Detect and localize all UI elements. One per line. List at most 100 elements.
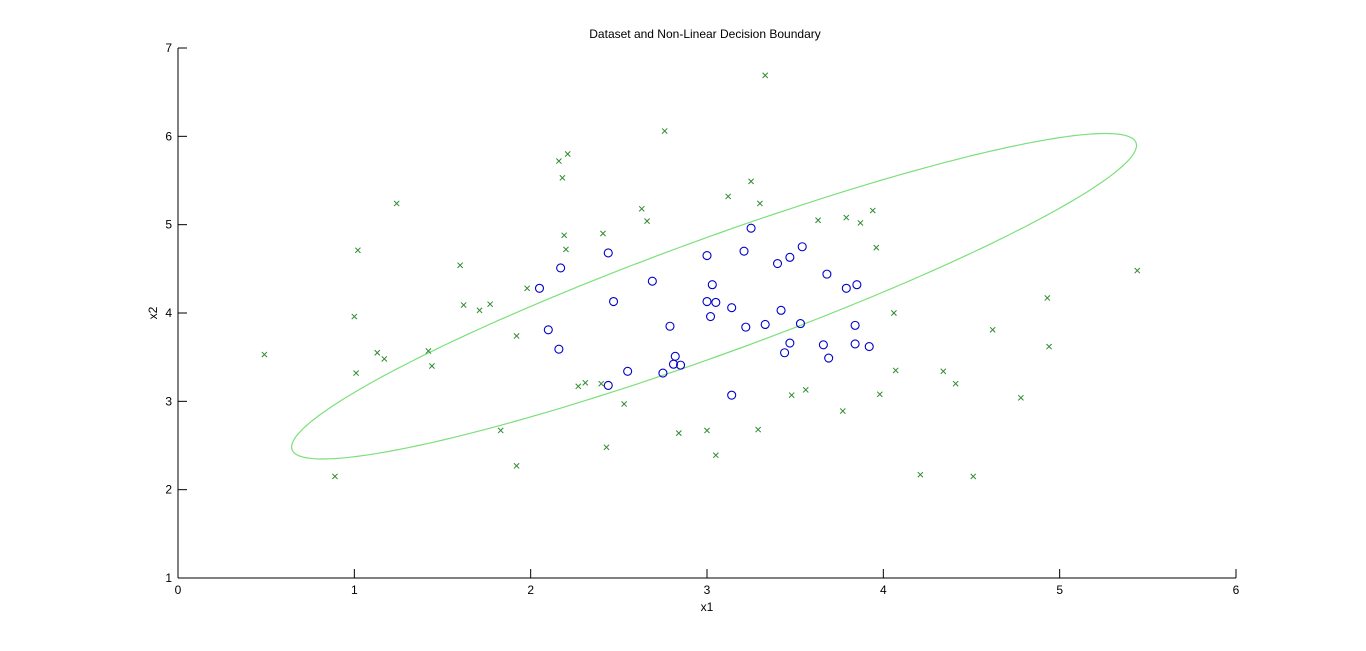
positive-point-marker [702, 296, 712, 307]
x-marker-stroke [513, 462, 520, 469]
x-marker-stroke [638, 205, 645, 212]
positive-point-marker [776, 305, 786, 315]
positive-point-marker [822, 269, 832, 279]
x-marker-stroke [1046, 343, 1053, 350]
x-marker-stroke [890, 310, 897, 316]
negative-point-marker [788, 392, 795, 399]
x-marker-stroke [725, 193, 732, 200]
negative-point-marker [725, 193, 732, 200]
positive-point-marker [772, 258, 783, 269]
negative-point-marker [748, 178, 755, 185]
x-marker-stroke [989, 326, 996, 333]
y-tick-label: 1 [165, 571, 172, 585]
negative-point-marker [661, 128, 668, 134]
negative-point-marker [755, 426, 762, 433]
x-marker-stroke [857, 219, 864, 226]
negative-point-marker [497, 427, 504, 434]
x-marker-stroke [802, 386, 809, 393]
x-marker-stroke [843, 214, 850, 221]
negative-point-marker [513, 333, 520, 339]
positive-point-marker [705, 311, 716, 322]
negative-point-marker [940, 368, 947, 375]
negative-point-marker [374, 349, 381, 356]
x-marker-stroke [457, 262, 464, 269]
x-marker-stroke [815, 217, 822, 224]
x-marker-stroke [562, 246, 569, 253]
positive-point-marker [818, 340, 828, 350]
positive-point-marker [711, 297, 721, 307]
negative-point-marker [425, 348, 432, 354]
x-marker-stroke [425, 348, 432, 354]
y-tick-label: 7 [165, 41, 172, 55]
x-marker-stroke [561, 232, 568, 239]
positive-point-marker [850, 320, 860, 330]
x-marker-stroke [600, 230, 606, 237]
x-tick-label: 1 [351, 583, 358, 597]
positive-point-marker [841, 283, 851, 293]
x-tick-label: 6 [1233, 583, 1240, 597]
positive-point-marker [534, 283, 545, 293]
positive-point-marker [797, 242, 807, 252]
negative-point-marker [675, 430, 682, 437]
negative-point-marker [354, 247, 361, 254]
x-marker-stroke [1017, 394, 1024, 401]
negative-point-marker [460, 302, 467, 309]
x-marker-stroke [704, 427, 710, 434]
positive-point-marker [556, 263, 566, 273]
negative-point-marker [839, 408, 846, 415]
negative-point-marker [970, 473, 977, 480]
negative-point-marker [869, 207, 876, 214]
negative-point-marker [555, 158, 562, 165]
x-marker-stroke [555, 158, 562, 165]
x-marker-stroke [524, 285, 531, 292]
data-points-layer [261, 72, 1141, 480]
negative-point-marker [712, 452, 719, 459]
positive-point-marker [824, 353, 834, 363]
positive-point-marker [707, 280, 717, 290]
negative-point-marker [952, 380, 959, 387]
positive-point-marker [665, 321, 675, 331]
negative-point-marker [756, 200, 763, 207]
negative-point-marker [582, 379, 589, 386]
negative-point-marker [381, 355, 388, 362]
x-marker-stroke [460, 302, 467, 309]
x-marker-stroke [661, 128, 668, 134]
negative-point-marker [704, 427, 710, 434]
positive-point-marker [785, 338, 795, 348]
x-marker-stroke [892, 367, 899, 374]
y-tick-label: 4 [165, 306, 172, 320]
positive-point-marker [647, 276, 657, 286]
negative-point-marker [873, 244, 880, 251]
decision-boundary-curve [290, 132, 1138, 460]
negative-point-marker [564, 151, 571, 157]
negative-point-marker [600, 230, 606, 237]
positive-point-marker [864, 342, 874, 352]
x-tick-label: 3 [704, 583, 711, 597]
x-marker-stroke [1134, 267, 1141, 274]
y-axis-label: x2 [146, 306, 160, 319]
x-marker-stroke [497, 427, 504, 434]
negative-point-marker [1017, 394, 1024, 401]
positive-point-marker [554, 344, 564, 354]
negative-point-marker [843, 214, 850, 221]
positive-point-marker [623, 366, 633, 376]
x-marker-stroke [559, 174, 566, 181]
x-marker-stroke [917, 471, 924, 478]
x-marker-stroke [755, 426, 762, 433]
x-marker-stroke [876, 391, 883, 398]
negative-point-marker [562, 246, 569, 253]
negative-point-marker [351, 313, 358, 320]
x-marker-stroke [1044, 295, 1051, 301]
x-marker-stroke [762, 72, 769, 79]
x-marker-stroke [603, 444, 610, 451]
x-marker-stroke [873, 244, 880, 251]
x-marker-stroke [839, 408, 846, 415]
negative-point-marker [890, 310, 897, 316]
negative-point-marker [487, 301, 494, 308]
y-tick-label: 2 [165, 483, 172, 497]
negative-point-marker [476, 307, 483, 314]
x-marker-stroke [354, 247, 361, 254]
x-marker-stroke [487, 301, 494, 308]
